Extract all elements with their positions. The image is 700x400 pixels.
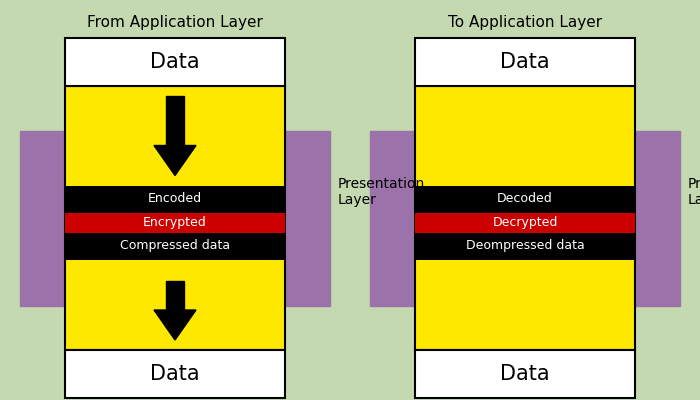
Bar xyxy=(285,130,330,306)
Text: From Application Layer: From Application Layer xyxy=(87,14,263,30)
Bar xyxy=(415,350,635,398)
Bar xyxy=(65,186,285,212)
Bar xyxy=(65,232,285,260)
Bar xyxy=(370,130,415,306)
Text: Presentation
Layer: Presentation Layer xyxy=(338,177,426,207)
Text: Data: Data xyxy=(500,52,550,72)
Bar xyxy=(65,38,285,86)
Bar xyxy=(166,96,184,146)
Polygon shape xyxy=(154,146,196,176)
Text: Data: Data xyxy=(150,364,200,384)
Text: Compressed data: Compressed data xyxy=(120,240,230,252)
Text: To Application Layer: To Application Layer xyxy=(448,14,602,30)
Bar xyxy=(65,212,285,232)
Bar xyxy=(415,86,635,350)
Polygon shape xyxy=(154,310,196,340)
Text: Encrypted: Encrypted xyxy=(143,216,207,229)
Bar xyxy=(415,38,635,86)
Text: Decoded: Decoded xyxy=(497,192,553,206)
Bar xyxy=(415,186,635,212)
Text: Presentation
Layer: Presentation Layer xyxy=(688,177,700,207)
Bar xyxy=(20,130,65,306)
Text: Encoded: Encoded xyxy=(148,192,202,206)
Bar xyxy=(166,280,184,310)
Text: Data: Data xyxy=(150,52,200,72)
Text: Data: Data xyxy=(500,364,550,384)
Bar xyxy=(635,130,680,306)
Text: Deompressed data: Deompressed data xyxy=(466,240,584,252)
Bar xyxy=(415,232,635,260)
Bar xyxy=(65,350,285,398)
Text: Decrypted: Decrypted xyxy=(492,216,558,229)
Bar xyxy=(415,212,635,232)
Bar xyxy=(65,86,285,350)
